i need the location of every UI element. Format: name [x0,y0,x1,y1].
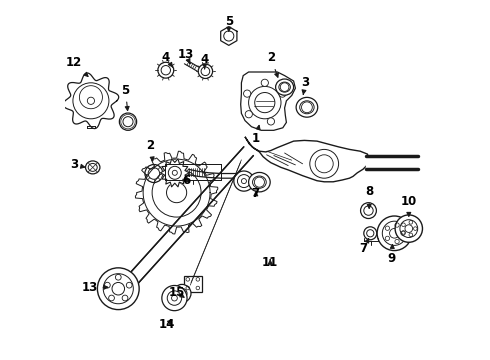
Text: 2: 2 [267,51,278,77]
Ellipse shape [248,172,270,192]
Polygon shape [63,73,119,129]
Circle shape [173,284,191,302]
Text: 12: 12 [66,57,88,76]
Polygon shape [160,159,189,187]
Text: 7: 7 [252,187,260,200]
Polygon shape [135,151,218,234]
Circle shape [234,171,254,191]
Text: 13: 13 [81,281,108,294]
Circle shape [361,203,376,219]
Polygon shape [220,27,237,45]
Circle shape [98,268,139,310]
Circle shape [198,64,213,78]
Ellipse shape [296,98,318,117]
Text: 7: 7 [360,239,368,255]
Text: 5: 5 [122,84,129,111]
Circle shape [395,215,422,242]
Circle shape [162,285,187,311]
Polygon shape [241,72,295,130]
Text: 3: 3 [70,158,85,171]
Circle shape [279,90,286,97]
Text: 15: 15 [169,286,185,299]
Circle shape [377,216,412,251]
Text: 8: 8 [365,185,373,208]
Text: 6: 6 [183,174,191,186]
Circle shape [244,90,251,97]
Polygon shape [118,147,253,295]
Text: 5: 5 [225,15,233,31]
Text: 11: 11 [262,256,278,269]
Ellipse shape [86,161,100,174]
Text: 13: 13 [177,48,194,63]
Text: 10: 10 [401,195,417,216]
Text: 4: 4 [200,53,209,69]
Text: 9: 9 [388,244,396,265]
Circle shape [364,227,377,240]
Circle shape [158,62,174,78]
Circle shape [245,111,252,118]
Circle shape [120,113,137,130]
Circle shape [268,118,274,125]
Text: 2: 2 [147,139,155,161]
Circle shape [145,165,163,183]
Text: 14: 14 [158,318,175,331]
Bar [184,276,202,292]
Ellipse shape [275,79,294,95]
Polygon shape [245,137,369,182]
Text: 4: 4 [162,51,172,67]
Text: 3: 3 [301,76,310,94]
Text: 1: 1 [252,125,260,145]
Circle shape [261,79,269,86]
